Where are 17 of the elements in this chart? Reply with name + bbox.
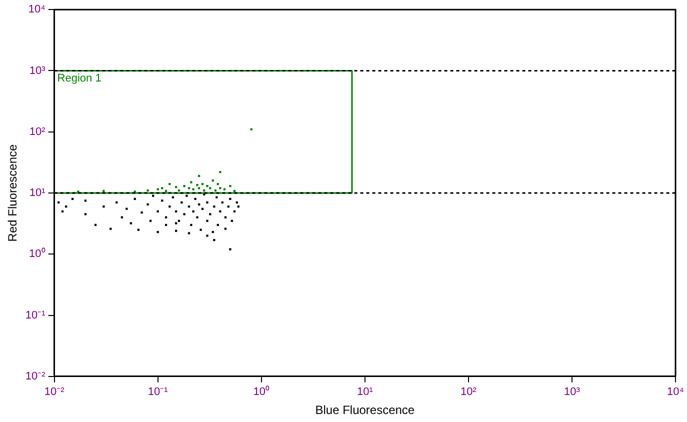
x-tick-label: 10⁻¹ [148, 386, 168, 398]
y-tick-label: 10⁻¹ [25, 309, 46, 322]
y-tick-label: 10³ [29, 64, 46, 77]
y-tick-label: 10⁴ [28, 4, 46, 16]
y-tick-label: 10⁰ [29, 247, 46, 260]
x-axis-title: Blue Fluorescence [315, 403, 415, 418]
y-axis-title: Red Fluorescence [6, 144, 20, 242]
x-tick-label: 10⁰ [253, 385, 270, 398]
x-tick-label: 10⁻² [44, 386, 65, 398]
x-tick-label: 10⁴ [667, 386, 684, 398]
y-tick-label: 10⁻² [25, 370, 46, 382]
y-tick-label: 10² [29, 126, 46, 138]
series-label: Region 1 [57, 72, 102, 84]
x-tick-label: 10² [460, 386, 477, 398]
x-tick-label: 10³ [564, 386, 580, 398]
x-tick-label: 10¹ [356, 386, 374, 398]
y-tick-label: 10¹ [29, 187, 46, 200]
